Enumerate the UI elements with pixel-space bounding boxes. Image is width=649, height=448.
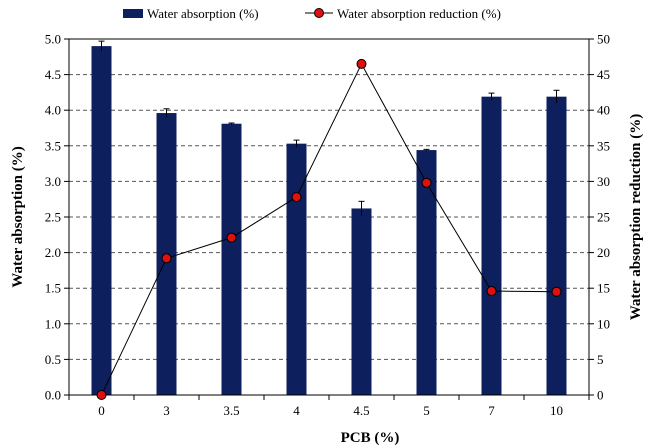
y2-tick-label: 45 bbox=[597, 67, 610, 82]
x-tick-label: 5 bbox=[423, 403, 430, 418]
reduction-line bbox=[101, 62, 557, 396]
y-tick-label: 4.0 bbox=[45, 103, 61, 118]
y2-tick-label: 0 bbox=[597, 388, 604, 403]
bar bbox=[351, 208, 372, 395]
x-tick-label: 10 bbox=[550, 403, 563, 418]
y-axis-right-ticks: 0 5 10 15 20 25 30 35 40 45 50 bbox=[589, 32, 610, 403]
x-tick-label: 4.5 bbox=[353, 403, 369, 418]
reduction-polyline bbox=[101, 62, 557, 396]
y-tick-label: 3.0 bbox=[45, 174, 61, 189]
x-tick-label: 3 bbox=[163, 403, 170, 418]
reduction-marker bbox=[356, 58, 367, 69]
y-axis-title: Water absorption (%) bbox=[10, 146, 26, 287]
y2-tick-label: 15 bbox=[597, 281, 610, 296]
reduction-marker bbox=[291, 192, 302, 203]
x-axis-ticks: 0 3 3.5 4 4.5 5 7 10 bbox=[68, 395, 590, 418]
x-tick-label: 4 bbox=[293, 403, 300, 418]
y-tick-label: 4.5 bbox=[45, 67, 61, 82]
y2-tick-label: 40 bbox=[597, 103, 610, 118]
bar bbox=[286, 143, 307, 395]
y-axis-left-ticks: 0.0 0.5 1.0 1.5 2.0 2.5 3.0 3.5 4.0 4.5 5.0 bbox=[45, 32, 69, 403]
error-bars bbox=[98, 40, 560, 216]
y-tick-label: 2.0 bbox=[45, 245, 61, 260]
x-tick-label: 7 bbox=[488, 403, 495, 418]
y-tick-label: 1.0 bbox=[45, 316, 61, 331]
reduction-markers bbox=[96, 58, 562, 400]
bar bbox=[91, 46, 112, 396]
x-axis-title: PCB (%) bbox=[341, 430, 400, 446]
y2-tick-label: 30 bbox=[597, 174, 610, 189]
y2-tick-label: 10 bbox=[597, 316, 610, 331]
bar bbox=[546, 96, 567, 395]
reduction-marker bbox=[486, 286, 497, 297]
y2-tick-label: 20 bbox=[597, 245, 610, 260]
reduction-marker bbox=[226, 232, 237, 243]
y2-tick-label: 5 bbox=[597, 352, 604, 367]
legend-line-label: Water absorption reduction (%) bbox=[337, 6, 501, 21]
reduction-marker bbox=[96, 390, 107, 400]
x-tick-label: 3.5 bbox=[223, 403, 239, 418]
bars bbox=[91, 46, 567, 396]
reduction-marker bbox=[421, 177, 432, 188]
y-tick-label: 5.0 bbox=[45, 32, 61, 47]
y-tick-label: 0.0 bbox=[45, 388, 61, 403]
bar bbox=[221, 123, 242, 395]
bar bbox=[416, 150, 437, 395]
y2-tick-label: 25 bbox=[597, 210, 610, 225]
reduction-marker bbox=[161, 253, 172, 264]
y-tick-label: 1.5 bbox=[45, 281, 61, 296]
legend-marker-swatch bbox=[314, 8, 324, 18]
gridlines bbox=[69, 38, 589, 360]
legend: Water absorption (%) Water absorption re… bbox=[123, 6, 501, 21]
y2-axis-title: Water absorption reduction (%) bbox=[628, 114, 644, 321]
y-tick-label: 3.5 bbox=[45, 138, 61, 153]
bar bbox=[481, 96, 502, 395]
x-tick-label: 0 bbox=[98, 403, 105, 418]
legend-bar-swatch bbox=[123, 9, 143, 18]
y-tick-label: 0.5 bbox=[45, 352, 61, 367]
y2-tick-label: 50 bbox=[597, 32, 610, 47]
y2-tick-label: 35 bbox=[597, 138, 610, 153]
reduction-marker bbox=[551, 286, 562, 297]
y-tick-label: 2.5 bbox=[45, 210, 61, 225]
legend-bar-label: Water absorption (%) bbox=[147, 6, 259, 21]
